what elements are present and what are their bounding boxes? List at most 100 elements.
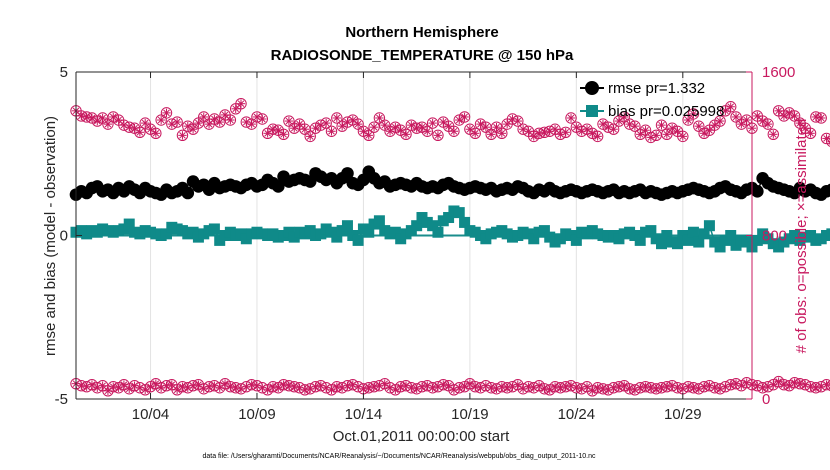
marker-spoke [732,113,740,121]
marker-spoke [280,131,287,138]
marker-spoke [503,120,511,128]
marker-spoke [120,381,128,389]
marker-spoke [115,384,122,392]
y-axis-right-label: # of obs: o=possible; ×=assimilated [793,119,810,354]
marker-spoke [248,120,255,128]
bias-point [160,228,172,240]
marker-spoke [439,118,447,126]
obs-possible-point [714,115,726,127]
marker-spoke [679,133,687,140]
x-axis-label: Oct.01,2011 00:00:00 start [333,428,510,445]
marker-circle [820,378,830,391]
marker-spoke [173,118,181,126]
marker-spoke [418,123,426,131]
bias-point [682,234,694,246]
obs-possible-point [160,107,173,119]
bias-point [687,226,699,238]
bias-point [331,231,343,243]
marker-circle [224,114,237,126]
marker-spoke [785,382,793,390]
marker-spoke [445,122,452,130]
obs-possible-point [639,124,652,136]
bias-point [459,216,471,228]
marker-spoke [109,113,117,121]
marker-circle [725,101,737,113]
marker-spoke [567,114,575,122]
legend-bias-label: bias pr=0.025998 [608,103,724,120]
marker-spoke [535,382,543,390]
marker-circle [469,127,481,140]
marker-spoke [631,122,639,130]
obs-possible-point [458,111,471,123]
obs-possible-point [363,129,375,142]
obs-possible-point [96,112,109,124]
obs-possible-point [725,101,737,113]
marker-spoke [594,133,601,140]
marker-circle [256,113,268,125]
marker-circle [826,380,830,392]
marker-spoke [365,132,373,139]
marker-spoke [668,124,676,132]
obs-possible-point [102,118,114,130]
y-tick-label: -5 [55,391,68,408]
obs-possible-point [804,127,817,140]
bias-point [363,226,375,238]
obs-possible-point [485,128,497,141]
bias-point [453,207,465,219]
bias-point [373,215,385,227]
marker-spoke [466,380,474,387]
obs-possible-point [139,117,151,129]
x-tick-label: 10/14 [345,406,383,423]
marker-spoke [477,120,484,128]
obs-possible-point [272,124,284,136]
marker-circle [277,128,290,141]
marker-spoke [759,117,766,125]
marker-spoke [775,107,782,115]
obs-possible-point [400,128,412,141]
bias-point [411,220,423,232]
obs-possible-point [687,108,700,120]
marker-circle [767,128,779,141]
marker-spoke [610,125,617,133]
marker-spoke [274,384,282,392]
obs-possible-point [607,123,620,135]
obs-possible-point [448,125,460,137]
marker-spoke [753,112,761,120]
y-right-tick-label: 1600 [762,64,795,81]
bias-point [703,220,715,232]
marker-circle [171,116,183,128]
marker-spoke [562,128,570,136]
obs-possible-point [214,116,226,128]
marker-spoke [620,382,628,390]
marker-spoke [227,116,234,124]
marker-spoke [769,381,777,389]
obs-possible-point [320,117,332,129]
x-tick-label: 10/19 [451,406,489,423]
marker-spoke [221,111,229,119]
marker-spoke [147,125,154,133]
marker-spoke [354,120,362,128]
x-tick-label: 10/04 [132,406,170,423]
legend-bias-marker [586,105,598,117]
marker-spoke [306,133,314,140]
obs-possible-point [224,114,237,126]
marker-spoke [434,132,442,139]
bias-point [826,228,830,240]
marker-spoke [376,114,383,122]
marker-spoke [152,380,160,387]
x-tick-label: 10/09 [238,406,276,423]
marker-circle [134,126,146,138]
marker-spoke [807,129,814,137]
marker-spoke [290,124,298,132]
marker-spoke [402,131,410,138]
obs-possible-point [693,120,705,132]
marker-circle [655,119,668,131]
marker-spoke [823,135,830,142]
obs-possible-point [730,111,742,123]
obs-possible-point [820,132,830,145]
obs-possible-point [198,111,210,123]
marker-circle [820,132,830,145]
obs-possible-point [426,117,439,129]
marker-spoke [179,132,186,139]
